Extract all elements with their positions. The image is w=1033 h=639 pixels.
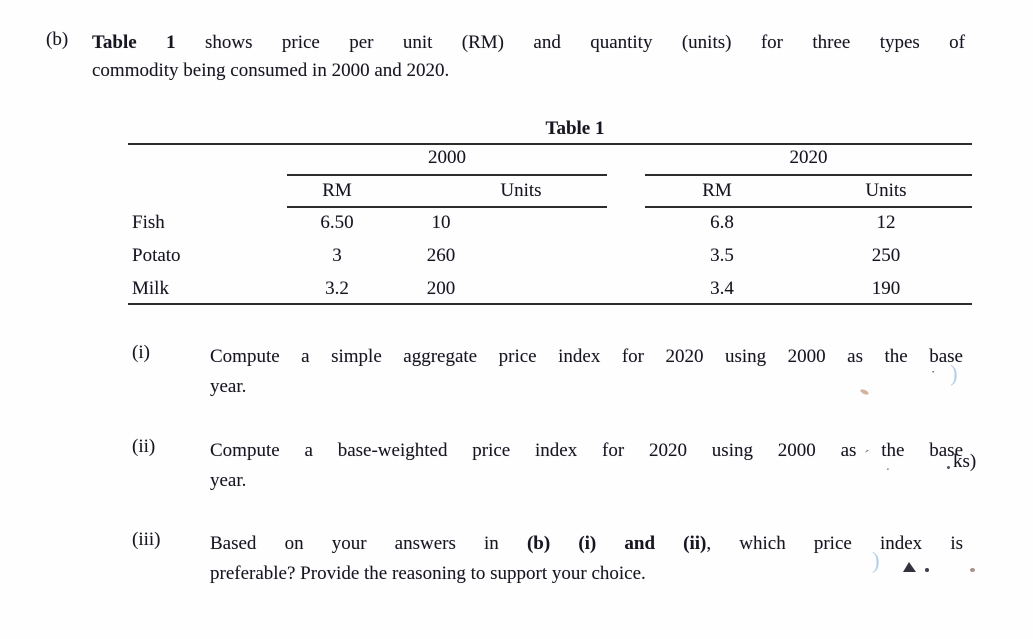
table-row-fish: Fish 6.50 10 6.8 12 (0, 212, 1033, 238)
question-i-label: (i) (132, 342, 150, 363)
marks-remnant-speck: · (931, 364, 936, 379)
table-rule-under-2000 (287, 174, 607, 176)
marks-remnant-paren-iii: ) (872, 548, 880, 573)
marks-remnant-speck: ´ (864, 447, 870, 466)
col-header-rm-2000: RM (322, 180, 352, 201)
table-row-potato: Potato 3 260 3.5 250 (0, 245, 1033, 271)
table-rule-under-2020 (645, 174, 972, 176)
question-ii-label: (ii) (132, 436, 156, 457)
marks-remnant-speck (947, 466, 950, 469)
question-ii-line-2: year. (210, 470, 247, 491)
intro-line-1: Table 1 shows price per unit (RM) and qu… (92, 29, 965, 57)
cell-2000-units: 260 (426, 245, 456, 266)
intro-table-ref: Table 1 (92, 32, 176, 53)
question-i-body: Compute a simple aggregate price index f… (210, 342, 963, 402)
cell-2000-rm: 3 (332, 245, 342, 266)
cell-2000-units: 10 (431, 212, 451, 233)
question-ii-line-1: Compute a base-weighted price index for … (210, 440, 963, 461)
part-label: (b) (46, 29, 69, 50)
year-group-2020: 2020 (789, 147, 828, 168)
cell-2000-rm: 6.50 (320, 212, 354, 233)
year-group-2000: 2000 (428, 147, 466, 168)
question-ii-body: Compute a base-weighted price index for … (210, 436, 963, 496)
cell-2020-units: 12 (876, 212, 896, 233)
cell-2000-rm: 3.2 (325, 278, 349, 299)
table-rule-under-headers-2000 (287, 206, 607, 208)
table-row-milk: Milk 3.2 200 3.4 190 (0, 278, 1033, 304)
cell-2020-units: 190 (871, 278, 901, 299)
row-label: Potato (132, 245, 181, 266)
question-iii-label: (iii) (132, 529, 161, 550)
marks-remnant-ks: ks) (953, 451, 977, 472)
table-rule-top (128, 143, 972, 145)
intro-paragraph: Table 1 shows price per unit (RM) and qu… (92, 29, 965, 85)
col-header-units-2000: Units (500, 180, 542, 201)
marks-remnant-wedge (903, 562, 916, 572)
marks-remnant-speck: . (886, 458, 890, 474)
cell-2020-rm: 3.4 (710, 278, 734, 299)
table-rule-under-headers-2020 (645, 206, 972, 208)
question-i-line-2: year. (210, 376, 247, 397)
cell-2020-rm: 3.5 (710, 245, 734, 266)
question-iii-body: Based on your answers in (b) (i) and (ii… (210, 529, 963, 589)
row-label: Fish (132, 212, 165, 233)
row-label: Milk (132, 278, 169, 299)
question-i-line-1: Compute a simple aggregate price index f… (210, 346, 963, 367)
col-header-rm-2020: RM (702, 180, 732, 201)
marks-remnant-speck (970, 568, 975, 572)
intro-line-2: commodity being consumed in 2000 and 202… (92, 60, 450, 81)
intro-line-1-text: shows price per unit (RM) and quantity (… (204, 32, 966, 53)
cell-2020-units: 250 (871, 245, 901, 266)
cell-2020-rm: 6.8 (710, 212, 734, 233)
cell-2000-units: 200 (426, 278, 456, 299)
marks-remnant-speck (925, 568, 929, 572)
question-iii-refs: (b) (i) and (ii) (526, 533, 707, 554)
question-iii-line-1-post: , which price index is (706, 533, 963, 554)
question-iii-line-2: preferable? Provide the reasoning to sup… (210, 563, 646, 584)
col-header-units-2020: Units (865, 180, 907, 201)
question-iii-line-1-pre: Based on your answers in (210, 533, 527, 554)
question-iii-line-1: Based on your answers in (b) (i) and (ii… (210, 529, 963, 559)
table-rule-bottom (128, 303, 972, 305)
table-title: Table 1 (545, 118, 605, 139)
marks-remnant-paren-i: ) (950, 361, 958, 386)
